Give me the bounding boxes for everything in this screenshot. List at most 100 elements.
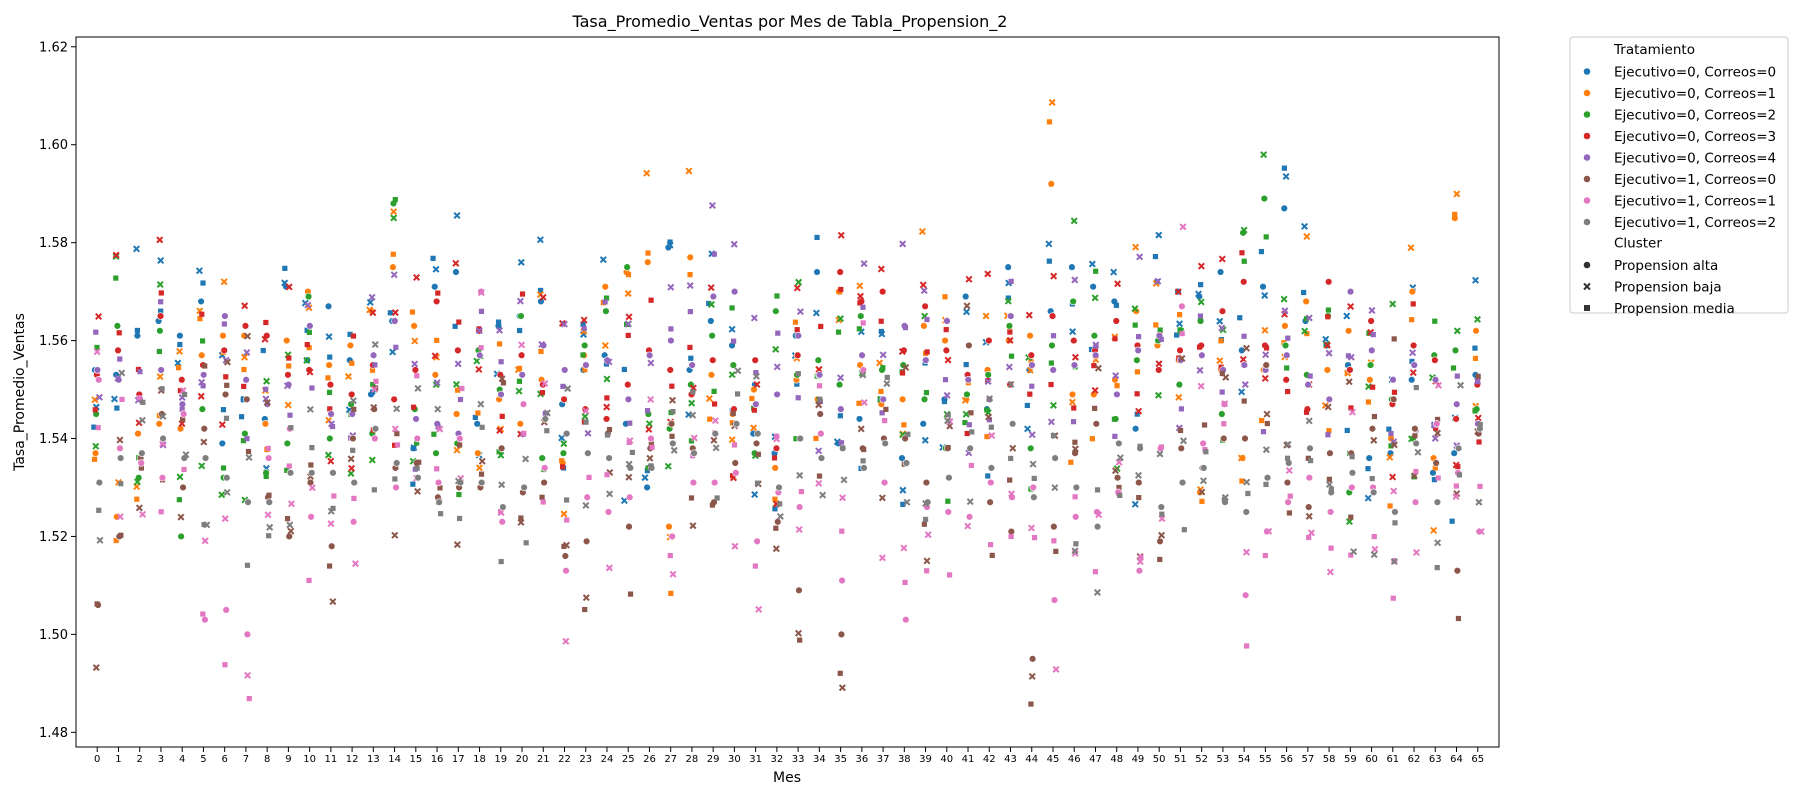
point — [922, 478, 931, 487]
point — [307, 513, 315, 521]
point — [221, 390, 230, 399]
point — [796, 308, 804, 316]
point — [621, 366, 627, 373]
legend-item: Propension alta — [1614, 258, 1718, 274]
point — [580, 321, 586, 327]
point — [368, 293, 376, 301]
point — [688, 361, 696, 369]
point — [414, 440, 420, 446]
point — [1237, 454, 1245, 462]
point — [1431, 434, 1439, 442]
point — [646, 454, 654, 462]
legend-item: Ejecutivo=0, Correos=1 — [1614, 86, 1776, 102]
point — [1111, 467, 1119, 475]
point — [326, 389, 333, 395]
point — [1027, 351, 1036, 359]
x-tick-label: 49 — [1132, 754, 1145, 765]
point — [1025, 311, 1033, 319]
point — [1072, 494, 1078, 500]
point — [837, 374, 845, 382]
point — [1367, 317, 1375, 325]
x-tick-label: 41 — [962, 754, 975, 765]
point — [772, 444, 781, 453]
point — [177, 388, 183, 394]
point — [1094, 487, 1101, 493]
point — [1089, 283, 1097, 291]
point — [218, 439, 227, 448]
x-tick-label: 47 — [1089, 754, 1102, 765]
y-tick-label: 1.52 — [39, 530, 68, 545]
point — [410, 404, 417, 410]
point — [624, 395, 633, 404]
point — [836, 315, 844, 323]
x-tick-label: 19 — [494, 754, 507, 765]
y-tick-label: 1.50 — [39, 628, 68, 643]
point — [431, 352, 439, 360]
point — [558, 434, 566, 442]
point — [1413, 384, 1419, 391]
point — [1158, 531, 1166, 539]
point — [1389, 300, 1397, 308]
point — [390, 271, 398, 279]
point — [95, 478, 104, 487]
point — [1158, 336, 1164, 342]
point — [1029, 483, 1037, 492]
point — [369, 367, 376, 373]
point — [371, 341, 379, 349]
point — [177, 532, 185, 541]
point — [817, 396, 823, 402]
point — [1218, 324, 1226, 332]
legend-item: Propension media — [1614, 301, 1735, 317]
point — [110, 395, 118, 403]
point — [1305, 512, 1313, 520]
point — [1154, 391, 1163, 399]
point — [347, 331, 353, 337]
point — [1303, 409, 1310, 415]
point — [244, 498, 252, 506]
x-tick-label: 57 — [1301, 754, 1314, 765]
point — [520, 483, 528, 492]
point — [431, 431, 437, 437]
point — [92, 407, 98, 413]
point — [137, 369, 143, 375]
point — [1453, 327, 1461, 335]
point — [1453, 567, 1462, 575]
x-tick-label: 28 — [686, 754, 699, 765]
point — [498, 518, 506, 526]
point — [965, 513, 974, 521]
point — [329, 598, 337, 606]
point — [880, 365, 886, 371]
point — [859, 371, 867, 379]
point — [1197, 313, 1204, 319]
point — [878, 554, 886, 562]
point — [134, 496, 140, 502]
point — [1153, 322, 1159, 328]
point — [752, 563, 758, 569]
legend-item: Propension baja — [1614, 280, 1722, 296]
point — [1284, 440, 1292, 448]
point — [1431, 477, 1438, 483]
point — [477, 289, 485, 297]
point — [1132, 243, 1140, 251]
point — [114, 346, 122, 355]
point — [1194, 290, 1202, 298]
point — [772, 545, 780, 553]
point — [1412, 548, 1420, 556]
point — [668, 590, 674, 596]
point — [1134, 471, 1142, 479]
point — [477, 478, 486, 487]
point — [1307, 458, 1314, 464]
point — [1091, 351, 1100, 359]
point — [1031, 475, 1037, 482]
y-tick-label: 1.48 — [39, 726, 68, 741]
point — [920, 395, 929, 404]
point — [1178, 406, 1185, 412]
point — [135, 504, 143, 512]
legend-item: Ejecutivo=0, Correos=3 — [1614, 129, 1776, 145]
point — [625, 493, 634, 501]
point — [368, 456, 376, 464]
point — [1243, 478, 1251, 486]
point — [1203, 449, 1209, 455]
point — [1346, 366, 1354, 374]
point — [900, 501, 906, 507]
